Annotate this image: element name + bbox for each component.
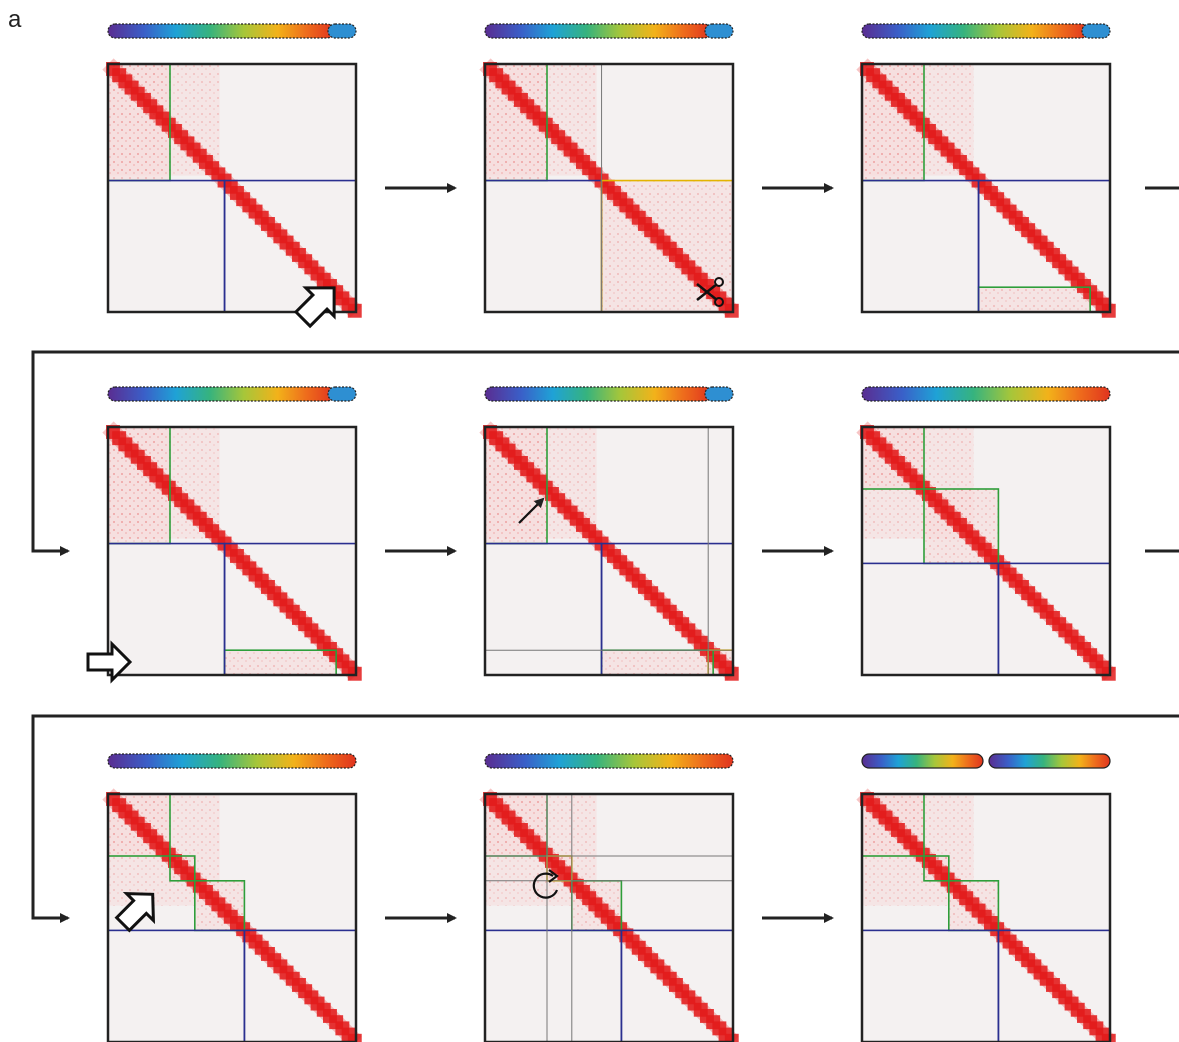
panel-frame [860, 62, 1112, 314]
block-arrow-icon [293, 286, 336, 329]
panel-label: a [8, 6, 22, 33]
chromosome-bar [484, 23, 734, 39]
block-arrow-icon [114, 891, 156, 933]
block-arrow-icon [86, 640, 133, 684]
panel-frame [860, 425, 1112, 677]
panel-frame [483, 425, 735, 677]
contig-box [923, 855, 950, 882]
panel-frame [860, 792, 1112, 1042]
heatmap-panel [856, 23, 1116, 318]
heatmap-panel [479, 23, 739, 318]
chromosome-bar [107, 23, 357, 39]
rotate-icon [532, 869, 559, 899]
panel-frame [106, 62, 358, 314]
chromosome-bar [484, 753, 734, 769]
panel-frame [483, 792, 735, 1042]
chromosome-bar [484, 386, 734, 402]
heatmap-panel [102, 753, 362, 1042]
elbow-arrow-icon [31, 714, 1179, 923]
chromosome-bar [861, 23, 1111, 39]
panel-frame [106, 792, 358, 1042]
chromosome-bar [861, 386, 1111, 402]
contig-box [169, 855, 196, 882]
heatmap-panel [856, 753, 1116, 1042]
heatmap-panel [86, 386, 362, 684]
chromosome-bar [861, 753, 1111, 769]
panel-frame [483, 62, 735, 314]
elbow-arrow-icon [31, 350, 1179, 556]
heatmap-panel [102, 23, 362, 329]
scissors-icon [696, 277, 724, 307]
pointer-arrow-icon [518, 497, 545, 524]
heatmap-panel [856, 386, 1116, 681]
chromosome-bar [107, 386, 357, 402]
heatmap-panel [479, 753, 739, 1042]
panel-frame [106, 425, 358, 677]
heatmap-panel [479, 386, 739, 681]
chromosome-bar [107, 753, 357, 769]
